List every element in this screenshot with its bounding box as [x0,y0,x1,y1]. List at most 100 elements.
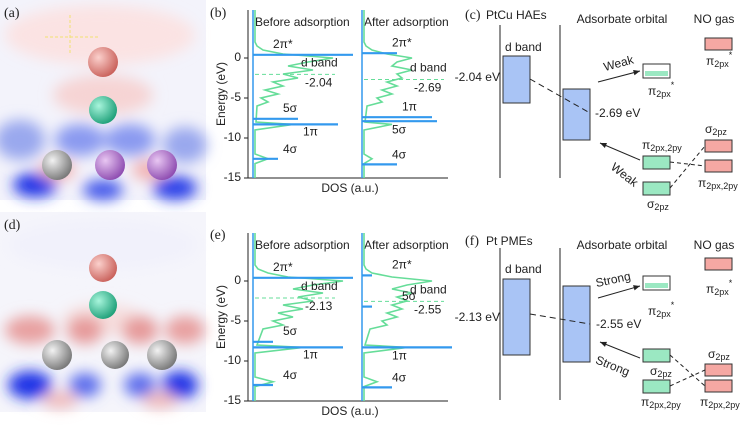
gas-orbital-box [704,257,733,271]
d-band-label: d band [505,262,542,276]
y-tick-label: -10 [224,130,242,144]
orbital-symbol: π [700,395,708,409]
adsorbate-header: Adsorbate orbital [577,238,668,252]
center-link [529,313,591,325]
orbital-label: 1π [402,99,417,113]
y-axis-label: Energy (eV) [214,62,228,126]
x-axis-label: DOS (a.u.) [321,181,378,195]
orbital-subscript: 2px [714,59,729,69]
d-band-center-label: -2.55 [414,303,442,317]
orbital-label: π2px* [648,300,675,319]
y-tick-label: -10 [224,353,242,367]
y-tick-label: 0 [234,50,241,64]
column-title: Before adsorption [255,238,350,252]
orbital-symbol: σ [650,364,658,378]
orbital-symbol: σ [705,122,713,136]
orbital-label: π2px,2py [642,138,682,153]
orbital-label: 1π [392,349,407,363]
orbital-superscript: * [729,50,733,60]
orbital-label: π2px,2py [698,176,738,191]
orbital-label: 4σ [392,148,407,162]
adsorbate-orbital-box [642,348,671,363]
orbital-label: 4σ [283,142,298,156]
orbital-label: 4σ [283,368,298,382]
dos-curve [363,233,433,401]
orbital-label: 5σ [402,289,417,303]
interaction-label: Strong [594,353,632,379]
column-title: After adsorption [364,15,449,29]
d-band-label: d band [301,279,338,293]
orbital-symbol: π [641,395,649,409]
orbital-superscript: * [671,300,675,310]
gas-header: NO gas [694,12,735,26]
column-title: After adsorption [364,238,449,252]
orbital-label: σ2pz [647,197,669,212]
interaction-label: Weak [608,160,641,190]
orbital-subscript: 2pz [657,369,672,379]
orbital-label: 2π* [273,260,293,274]
orbital-label: 5σ [392,122,407,136]
d-band-label: d band [505,40,542,54]
orbital-fill [645,71,668,76]
panel-label: (f) [465,234,479,249]
density-map-a [0,0,207,200]
d-band-box [502,55,531,104]
orbital-subscript: 2px,2py [706,181,738,191]
y-tick-label: 0 [234,273,241,287]
orbital-symbol: π [706,282,714,296]
d-band-center-label: -2.13 [305,299,333,313]
orbital-subscript: 2pz [712,127,727,137]
orbital-symbol: π [648,84,656,98]
orbital-symbol: σ [647,197,655,211]
orbital-link [669,354,706,387]
panel-label: (d) [4,218,21,233]
orbital-label: 5σ [283,101,298,115]
dos-curve [254,233,344,401]
interaction-label: Weak [602,52,636,74]
orbital-superscript: * [729,278,733,288]
d-band-box [502,278,531,356]
panel-label: (b) [210,6,227,21]
adsorbate-center-label: -2.55 eV [596,317,641,331]
orbital-symbol: π [706,54,714,68]
orbital-subscript: 2px [714,287,729,297]
orbital-subscript: 2px,2py [708,400,740,410]
arrow-head [600,143,607,149]
orbital-label: 2π* [273,37,293,51]
orbital-label: 5σ [283,324,298,338]
arrow-head [600,341,607,347]
d-band-label: d band [410,61,447,75]
gas-orbital-box [704,37,733,51]
orbital-symbol: σ [708,347,716,361]
interaction-arrow [599,341,641,359]
y-tick-label: -5 [230,90,241,104]
interaction-arrow [599,142,641,161]
orbital-subscript: 2pz [654,202,669,212]
orbital-symbol: π [698,176,706,190]
orbital-subscript: 2px,2py [649,400,681,410]
orbital-label: σ2pz [650,364,672,379]
orbital-label: π2px* [706,50,733,69]
d-center-label: -2.13 eV [455,310,500,324]
substrate-label: PtCu HAEs [486,8,547,22]
column-title: Before adsorption [255,15,350,29]
orbital-link [669,145,706,189]
orbital-label: 1π [303,125,318,139]
orbital-subscript: 2px [656,309,671,319]
adsorbate-box [562,88,591,141]
gas-header: NO gas [694,238,735,252]
substrate-label: Pt PMEs [486,234,533,248]
orbital-label: π2px,2py [700,395,740,410]
orbital-subscript: 2pz [715,352,730,362]
orbital-link [669,369,706,387]
orbital-label: 2π* [392,35,412,49]
y-tick-label: -5 [230,313,241,327]
interaction-arrow [597,70,641,83]
orbital-fill [645,283,668,288]
dos-curve [254,10,334,178]
interaction-label: Strong [594,269,631,290]
x-axis-label: DOS (a.u.) [321,404,378,418]
d-band-center-label: -2.69 [414,81,442,95]
gas-orbital-box [704,363,733,377]
